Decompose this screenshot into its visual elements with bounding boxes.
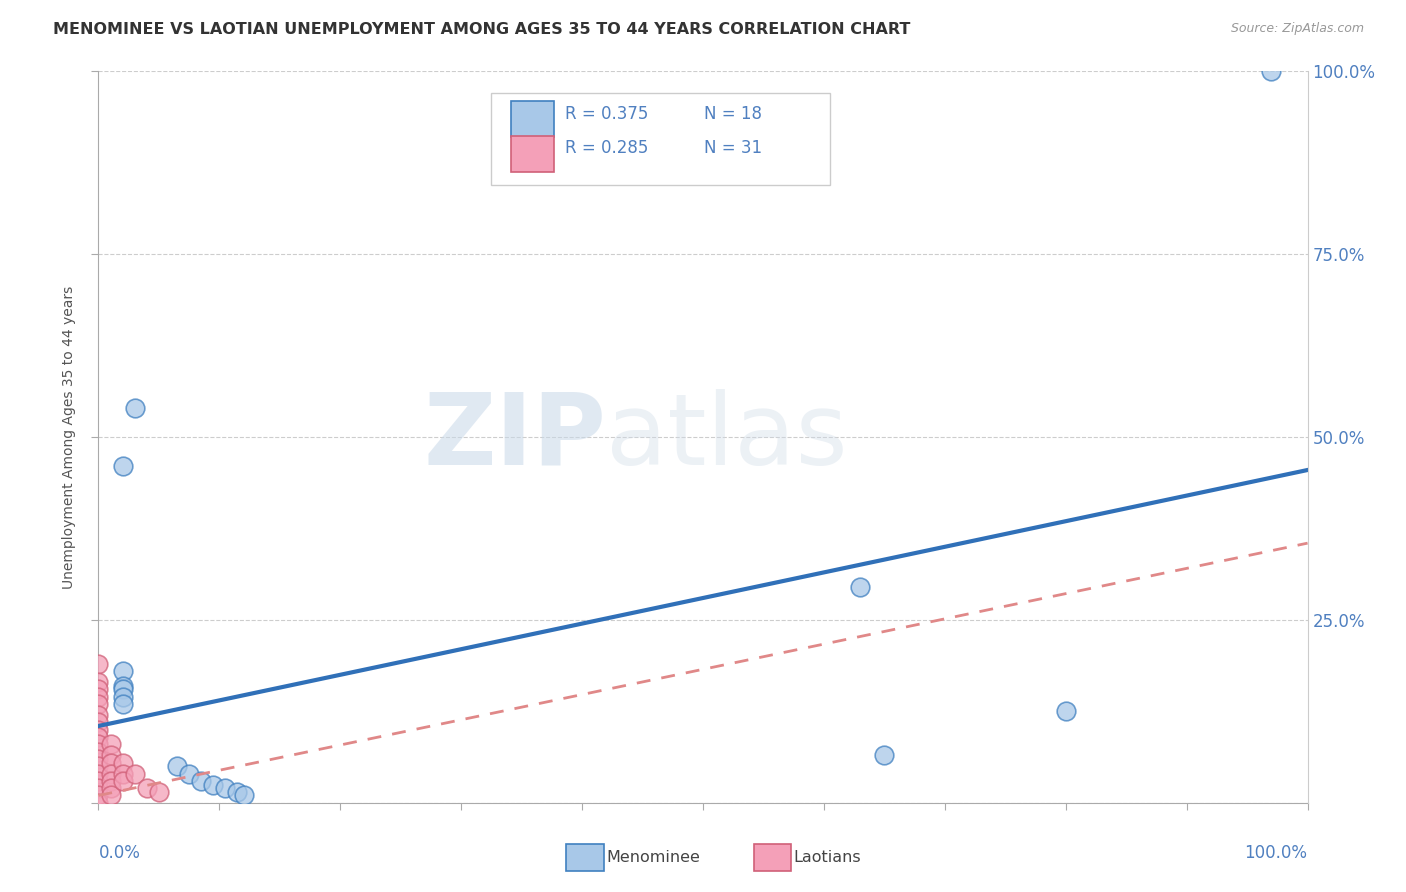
- Point: [124, 766, 146, 780]
- Point: [87, 730, 110, 744]
- Point: [111, 766, 134, 780]
- Point: [87, 675, 110, 690]
- Point: [226, 785, 249, 799]
- FancyBboxPatch shape: [754, 845, 792, 871]
- Text: Source: ZipAtlas.com: Source: ZipAtlas.com: [1230, 22, 1364, 36]
- Point: [111, 690, 134, 704]
- Point: [135, 781, 157, 796]
- Text: ZIP: ZIP: [423, 389, 606, 485]
- Point: [849, 580, 872, 594]
- Point: [166, 759, 188, 773]
- Point: [232, 789, 254, 803]
- Point: [87, 715, 110, 730]
- FancyBboxPatch shape: [510, 136, 554, 171]
- Point: [124, 401, 146, 415]
- Text: R = 0.375: R = 0.375: [565, 104, 648, 123]
- Point: [111, 682, 134, 697]
- Y-axis label: Unemployment Among Ages 35 to 44 years: Unemployment Among Ages 35 to 44 years: [62, 285, 76, 589]
- Text: 100.0%: 100.0%: [1244, 845, 1308, 863]
- Point: [111, 459, 134, 474]
- Text: Laotians: Laotians: [793, 850, 862, 865]
- Point: [87, 657, 110, 671]
- Point: [87, 766, 110, 780]
- Point: [100, 737, 122, 751]
- FancyBboxPatch shape: [567, 845, 603, 871]
- Point: [179, 766, 201, 780]
- Point: [100, 766, 122, 780]
- Point: [87, 745, 110, 759]
- Point: [87, 759, 110, 773]
- Point: [87, 796, 110, 810]
- Point: [202, 778, 225, 792]
- Point: [87, 737, 110, 751]
- Point: [190, 773, 212, 788]
- Text: MENOMINEE VS LAOTIAN UNEMPLOYMENT AMONG AGES 35 TO 44 YEARS CORRELATION CHART: MENOMINEE VS LAOTIAN UNEMPLOYMENT AMONG …: [53, 22, 911, 37]
- Point: [87, 682, 110, 697]
- Point: [87, 723, 110, 737]
- Text: atlas: atlas: [606, 389, 848, 485]
- Point: [1260, 64, 1282, 78]
- Point: [87, 690, 110, 704]
- Point: [111, 697, 134, 711]
- Text: R = 0.285: R = 0.285: [565, 139, 648, 157]
- Point: [87, 789, 110, 803]
- FancyBboxPatch shape: [492, 94, 830, 185]
- Point: [111, 679, 134, 693]
- Point: [214, 781, 236, 796]
- Point: [148, 785, 170, 799]
- Point: [111, 664, 134, 678]
- Point: [873, 748, 896, 763]
- Point: [111, 773, 134, 788]
- Point: [87, 781, 110, 796]
- FancyBboxPatch shape: [510, 101, 554, 137]
- Point: [87, 708, 110, 723]
- Point: [87, 752, 110, 766]
- Text: 0.0%: 0.0%: [98, 845, 141, 863]
- Text: Menominee: Menominee: [606, 850, 700, 865]
- Point: [87, 697, 110, 711]
- Point: [87, 773, 110, 788]
- Point: [100, 773, 122, 788]
- Point: [100, 789, 122, 803]
- Point: [100, 748, 122, 763]
- Text: N = 18: N = 18: [704, 104, 762, 123]
- Point: [100, 756, 122, 770]
- Point: [100, 781, 122, 796]
- Text: N = 31: N = 31: [704, 139, 762, 157]
- Point: [1054, 705, 1077, 719]
- Point: [111, 756, 134, 770]
